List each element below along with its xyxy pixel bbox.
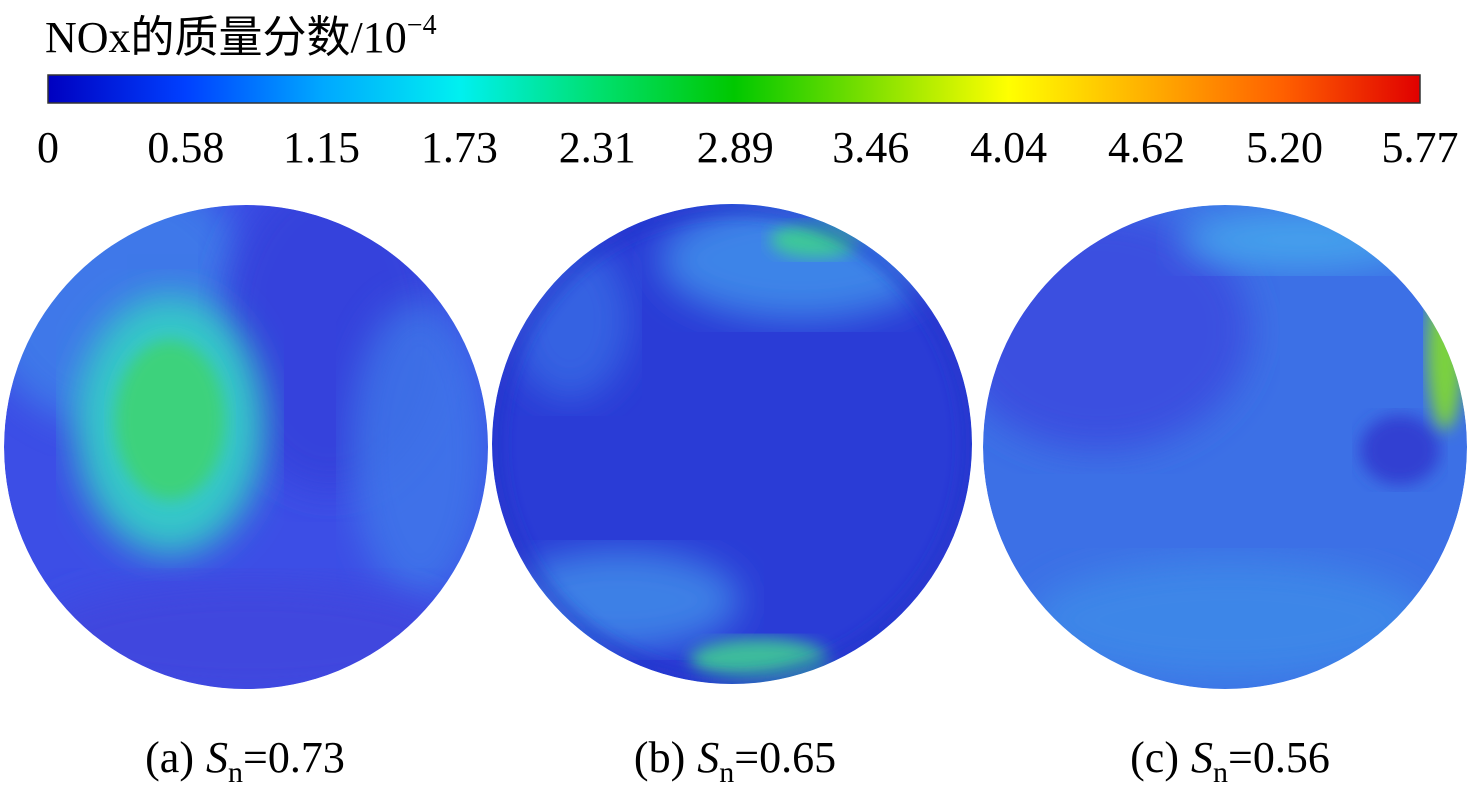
contour-b <box>492 204 972 684</box>
title-text: NOx的质量分数/10 <box>45 13 407 62</box>
colorbar-tick-label: 2.89 <box>697 123 774 172</box>
panel-subscript: n <box>719 756 734 789</box>
panel-subscript: n <box>1213 756 1228 789</box>
panel-label: (b) <box>634 733 685 782</box>
contour-c <box>983 205 1467 689</box>
colorbar-tick-label: 0 <box>37 123 59 172</box>
panel-label: (c) <box>1130 733 1179 782</box>
panel-symbol: S <box>206 733 228 782</box>
panel-caption: (a) Sn=0.73 <box>145 733 345 789</box>
colorbar-tick-label: 5.20 <box>1246 123 1323 172</box>
contour-a <box>4 205 488 689</box>
panel-symbol: S <box>1191 733 1213 782</box>
panel-caption: (c) Sn=0.56 <box>1130 733 1330 789</box>
panel-relation: = <box>734 733 759 782</box>
panel-caption: (b) Sn=0.65 <box>634 733 836 789</box>
colorbar <box>47 74 1421 104</box>
colorbar-tick-label: 5.77 <box>1382 123 1459 172</box>
title-superscript: −4 <box>407 10 437 41</box>
panel-relation: = <box>243 733 268 782</box>
panel-value: 0.56 <box>1253 733 1330 782</box>
panel-label: (a) <box>145 733 194 782</box>
colorbar-tick-label: 4.04 <box>970 123 1047 172</box>
colorbar-tick-label: 2.31 <box>559 123 636 172</box>
colorbar-tick-label: 1.73 <box>421 123 498 172</box>
colorbar-tick-label: 0.58 <box>147 123 224 172</box>
colorbar-tick-label: 4.62 <box>1108 123 1185 172</box>
panel-symbol: S <box>697 733 719 782</box>
colorbar-tick-label: 3.46 <box>832 123 909 172</box>
colorbar-title: NOx的质量分数/10−4 <box>45 10 437 62</box>
panel-subscript: n <box>228 756 243 789</box>
colorbar-tick-label: 1.15 <box>283 123 360 172</box>
panel-relation: = <box>1228 733 1253 782</box>
panel-value: 0.73 <box>268 733 345 782</box>
panel-value: 0.65 <box>759 733 836 782</box>
